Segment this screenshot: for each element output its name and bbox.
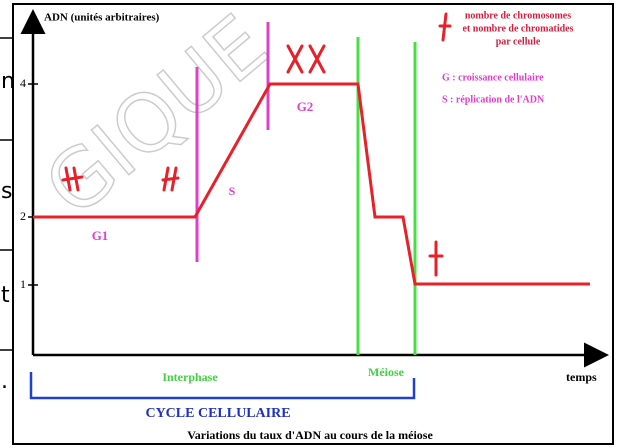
diagram: GIQUE n s t . ADN (unités arbitraires) t… — [0, 0, 619, 448]
y-tick-label: 4 — [20, 76, 26, 90]
x-axis-label: temps — [566, 370, 597, 384]
phase-label: S — [229, 184, 236, 198]
legend-text: G : croissance cellulaire — [442, 72, 544, 83]
phase-label: G2 — [297, 99, 314, 114]
period-label: Méiose — [368, 365, 405, 379]
fragment: s — [1, 179, 12, 204]
y-tick-label: 2 — [20, 209, 26, 223]
legend-text: par cellule — [496, 36, 541, 47]
y-tick-label: 1 — [20, 277, 26, 291]
y-axis-label: ADN (unités arbitraires) — [44, 12, 160, 24]
period-label: Interphase — [162, 370, 218, 384]
legend-text: S : réplication de l'ADN — [442, 94, 545, 105]
phase-label: G1 — [92, 228, 109, 243]
fragment: t — [1, 283, 10, 308]
fragment: . — [1, 369, 8, 394]
caption: Variations du taux d'ADN au cours de la … — [187, 428, 433, 442]
legend-text: et nombre de chromatides — [462, 23, 573, 34]
cycle-label: CYCLE CELLULAIRE — [145, 406, 290, 421]
legend-text: nombre de chromosomes — [465, 10, 571, 21]
